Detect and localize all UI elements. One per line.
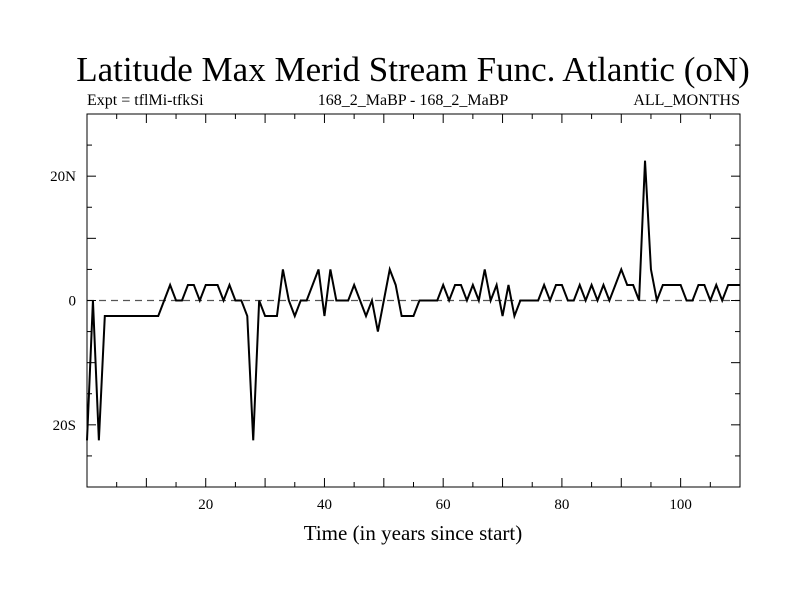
- y-tick-label: 0: [69, 294, 77, 310]
- subtitle-experiment: Expt = tflMi-tfkSi: [87, 92, 204, 109]
- x-tick-label: 20: [198, 497, 213, 513]
- series-line: [86, 160, 740, 441]
- y-tick-label: 20S: [53, 418, 76, 434]
- plot-area: 20 40 60 80 100 20S 0 20N: [50, 113, 741, 513]
- x-tick-label: 60: [436, 497, 451, 513]
- x-tick-label: 40: [317, 497, 332, 513]
- x-axis-label: Time (in years since start): [304, 521, 523, 545]
- subtitle-period: 168_2_MaBP - 168_2_MaBP: [318, 92, 509, 109]
- subtitle-months: ALL_MONTHS: [633, 92, 740, 109]
- chart-title: Latitude Max Merid Stream Func. Atlantic…: [76, 50, 750, 89]
- x-tick-label: 100: [669, 497, 692, 513]
- y-tick-label: 20N: [50, 169, 76, 185]
- x-tick-label: 80: [554, 497, 569, 513]
